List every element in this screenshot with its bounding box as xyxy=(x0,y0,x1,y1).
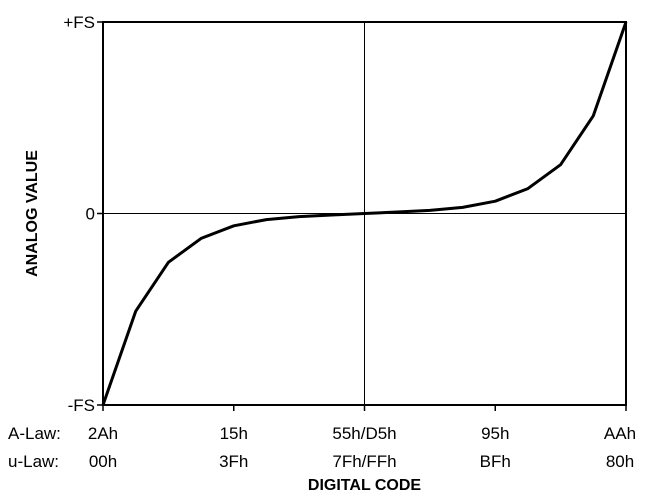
u-law-row-label: u-Law: xyxy=(8,452,59,471)
x-tick-label-a-law: 2Ah xyxy=(88,424,118,443)
x-tick-label-a-law: 15h xyxy=(220,424,248,443)
x-tick-label-a-law: AAh xyxy=(604,424,636,443)
y-tick-label: 0 xyxy=(86,205,95,224)
y-tick-labels: +FS 0 -FS xyxy=(63,13,103,415)
x-axis-label: DIGITAL CODE xyxy=(308,477,422,494)
a-law-row-label: A-Law: xyxy=(8,424,61,443)
y-tick-label: +FS xyxy=(63,13,95,32)
x-tick-label-u-law: 7Fh/FFh xyxy=(332,452,396,471)
x-tick-label-u-law: 00h xyxy=(89,452,117,471)
x-tick-label-u-law: BFh xyxy=(480,452,511,471)
y-axis-label: ANALOG VALUE xyxy=(24,150,41,277)
x-tick-label-u-law: 80h xyxy=(606,452,634,471)
data-points xyxy=(102,21,627,406)
y-tick-label: -FS xyxy=(68,396,95,415)
x-tick-label-a-law: 55h/D5h xyxy=(332,424,396,443)
x-tick-label-u-law: 3Fh xyxy=(219,452,248,471)
x-tick-label-a-law: 95h xyxy=(481,424,509,443)
x-tick-labels: 2Ah 00h 15h 3Fh 55h/D5h 7Fh/FFh 95h BFh AAh 80h xyxy=(88,405,636,471)
